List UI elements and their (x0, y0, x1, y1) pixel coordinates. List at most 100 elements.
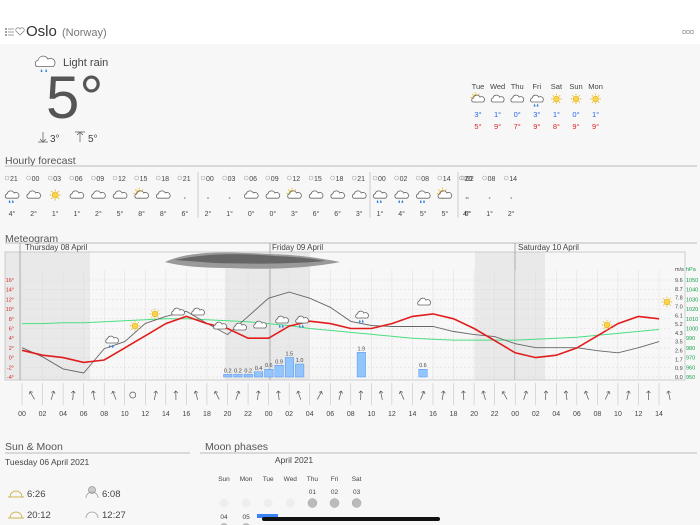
wind-tick-label: 0.9 (675, 366, 683, 372)
clock-icon (26, 175, 31, 181)
cloud (105, 335, 119, 344)
wind-line (21, 291, 660, 374)
hour-temp: 1° (73, 210, 80, 218)
cloud (265, 190, 281, 199)
hour-time: 02 (400, 176, 408, 183)
weather-icon (601, 319, 613, 331)
sun-ray (591, 101, 594, 103)
rain-drop (45, 68, 48, 73)
clock-icon (482, 175, 487, 181)
hour-label: 22 (244, 411, 252, 418)
sun-ray (131, 328, 133, 330)
pressure-tick-label: 990 (686, 336, 695, 342)
sun (131, 322, 139, 330)
precip-label: 0.2 (244, 368, 252, 374)
temp-tick-label: 14° (6, 288, 14, 294)
weather-icon (308, 190, 324, 199)
menu-icon[interactable] (5, 27, 25, 37)
hour-label: 10 (121, 411, 129, 418)
day-high: 9° (592, 122, 599, 131)
wind-arrow (461, 390, 466, 401)
rain-drop (11, 199, 14, 203)
wind-tick-label: 8.7 (675, 287, 683, 293)
hour-label: 02 (285, 411, 293, 418)
hour-temp: 3° (356, 210, 363, 218)
night-dot (488, 197, 491, 199)
hour-time: 14 (443, 176, 451, 183)
night-band (475, 252, 545, 380)
weather-icon (91, 190, 106, 199)
night-dot (510, 197, 513, 199)
temp-tick-label: 6° (9, 327, 14, 333)
sun-ray (151, 310, 153, 312)
day-name: Thu (511, 82, 524, 91)
hour-label: 08 (100, 411, 108, 418)
cloud (253, 320, 267, 329)
date: 02 (331, 489, 339, 496)
precip-label: 0.2 (224, 368, 232, 374)
sun-ray (663, 304, 665, 306)
low-high-arrows (38, 131, 85, 143)
night-dot (228, 197, 231, 199)
clock-icon (351, 175, 357, 181)
weather-icon (416, 190, 431, 203)
cloud (244, 190, 259, 199)
temperature-line (21, 313, 660, 364)
weather-icon (275, 315, 289, 328)
wind-arrow (296, 390, 302, 400)
hour-label: 12 (388, 411, 396, 418)
pressure-tick-label: 960 (686, 365, 695, 371)
temp-tick-label: 10° (6, 307, 14, 313)
weather-icon (510, 94, 525, 103)
hour-label: 06 (80, 411, 88, 418)
wind-arrow (481, 390, 486, 400)
rain-drop (376, 199, 379, 203)
day-name: Wed (490, 82, 505, 91)
hour-label: 16 (429, 411, 437, 418)
weather-icon (191, 307, 205, 316)
more-button[interactable] (682, 30, 694, 34)
hour-label: 04 (306, 411, 314, 418)
rain-drop (398, 199, 401, 203)
wind-arrow (213, 390, 220, 400)
cloud (171, 307, 185, 316)
hour-temp: 2° (508, 210, 515, 218)
weather-icon (171, 307, 185, 316)
weather-icon (590, 93, 601, 105)
precip-bar (264, 369, 274, 378)
temp-tick-label: 16° (6, 278, 14, 284)
hour-label: 16 (183, 411, 191, 418)
weather-icon (228, 197, 231, 199)
clock-icon (134, 175, 139, 181)
weather-icon (244, 190, 259, 199)
rain-drop (423, 199, 425, 203)
wind-tick-label: 7.0 (675, 304, 683, 310)
sun-ray (131, 322, 133, 324)
cloud (471, 94, 485, 103)
weather-icon (133, 187, 149, 199)
cloud (416, 190, 431, 199)
cloud (394, 190, 409, 199)
current-temperature: 5° (46, 64, 103, 131)
hour-label: 10 (367, 411, 375, 418)
cloud (134, 190, 149, 199)
current-high: 5° (88, 134, 98, 145)
wind-arrow (50, 390, 56, 400)
hour-time: 02 (466, 176, 474, 183)
sun-ray (137, 328, 139, 330)
pressure-line (22, 318, 660, 341)
rain-drop (8, 199, 11, 203)
temp-tick-label: -4° (7, 375, 14, 381)
hour-time: 15 (314, 176, 322, 183)
wind-arrow (338, 390, 344, 400)
hour-time: 21 (10, 176, 18, 183)
sun-ray (157, 316, 159, 318)
pressure-tick-label: 1030 (686, 297, 698, 303)
wind-arrow (193, 390, 199, 400)
wind-tick-label: 1.7 (675, 357, 683, 363)
cloud (233, 322, 247, 331)
cloud (530, 94, 544, 103)
wind-arrow (173, 390, 179, 401)
